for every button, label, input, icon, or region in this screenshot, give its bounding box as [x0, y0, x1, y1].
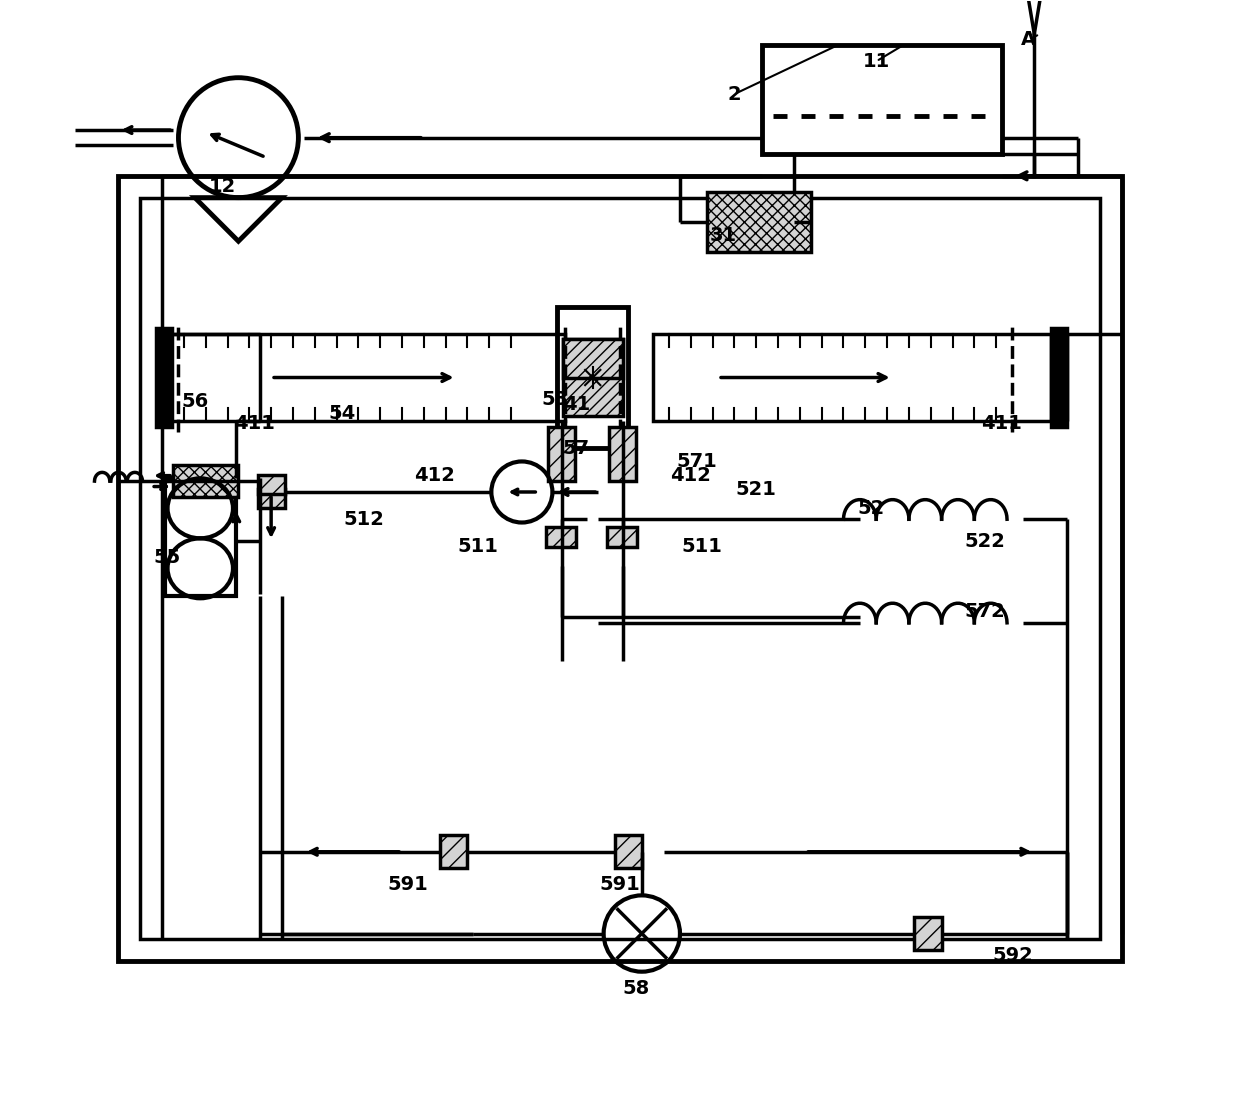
Bar [546, 527, 577, 546]
Bar [1050, 329, 1066, 426]
Text: 522: 522 [965, 531, 1006, 551]
Text: 12: 12 [208, 177, 236, 197]
Text: 521: 521 [735, 480, 776, 500]
Text: 57: 57 [563, 439, 590, 458]
Text: 591: 591 [387, 875, 428, 894]
Bar [615, 835, 642, 868]
Text: 11: 11 [863, 51, 890, 71]
Text: 31: 31 [711, 226, 737, 245]
Text: 592: 592 [992, 945, 1033, 965]
Text: 58: 58 [622, 978, 650, 998]
Bar [258, 489, 285, 508]
Text: 55: 55 [154, 548, 181, 567]
Bar [563, 339, 622, 377]
Bar [119, 176, 1121, 961]
Bar [167, 333, 565, 421]
Text: A: A [1022, 30, 1037, 49]
Bar [557, 307, 629, 448]
Bar [563, 339, 622, 416]
Bar [548, 426, 575, 481]
Bar [155, 329, 172, 426]
Text: 411: 411 [981, 414, 1022, 433]
Text: 411: 411 [234, 414, 275, 433]
Text: 571: 571 [676, 453, 717, 471]
Text: 572: 572 [965, 602, 1006, 622]
Text: 56: 56 [181, 392, 208, 411]
Bar [258, 474, 285, 494]
Text: 41: 41 [563, 396, 590, 414]
Text: 54: 54 [329, 404, 356, 423]
Bar [914, 917, 941, 950]
Bar [440, 835, 467, 868]
Text: 2: 2 [728, 84, 742, 104]
Bar [165, 478, 237, 596]
Bar [140, 198, 1100, 939]
Text: 53: 53 [541, 390, 568, 409]
Text: 412: 412 [414, 466, 455, 485]
Bar [652, 333, 1050, 421]
Bar [761, 45, 1002, 154]
Text: 52: 52 [857, 498, 884, 518]
Bar [707, 192, 811, 252]
Text: 511: 511 [681, 537, 722, 556]
Bar [606, 527, 637, 546]
Text: 412: 412 [671, 466, 712, 485]
Text: 591: 591 [600, 875, 640, 894]
Bar [609, 426, 636, 481]
Text: 511: 511 [458, 537, 498, 556]
Text: 512: 512 [343, 509, 384, 529]
Bar [174, 465, 238, 497]
